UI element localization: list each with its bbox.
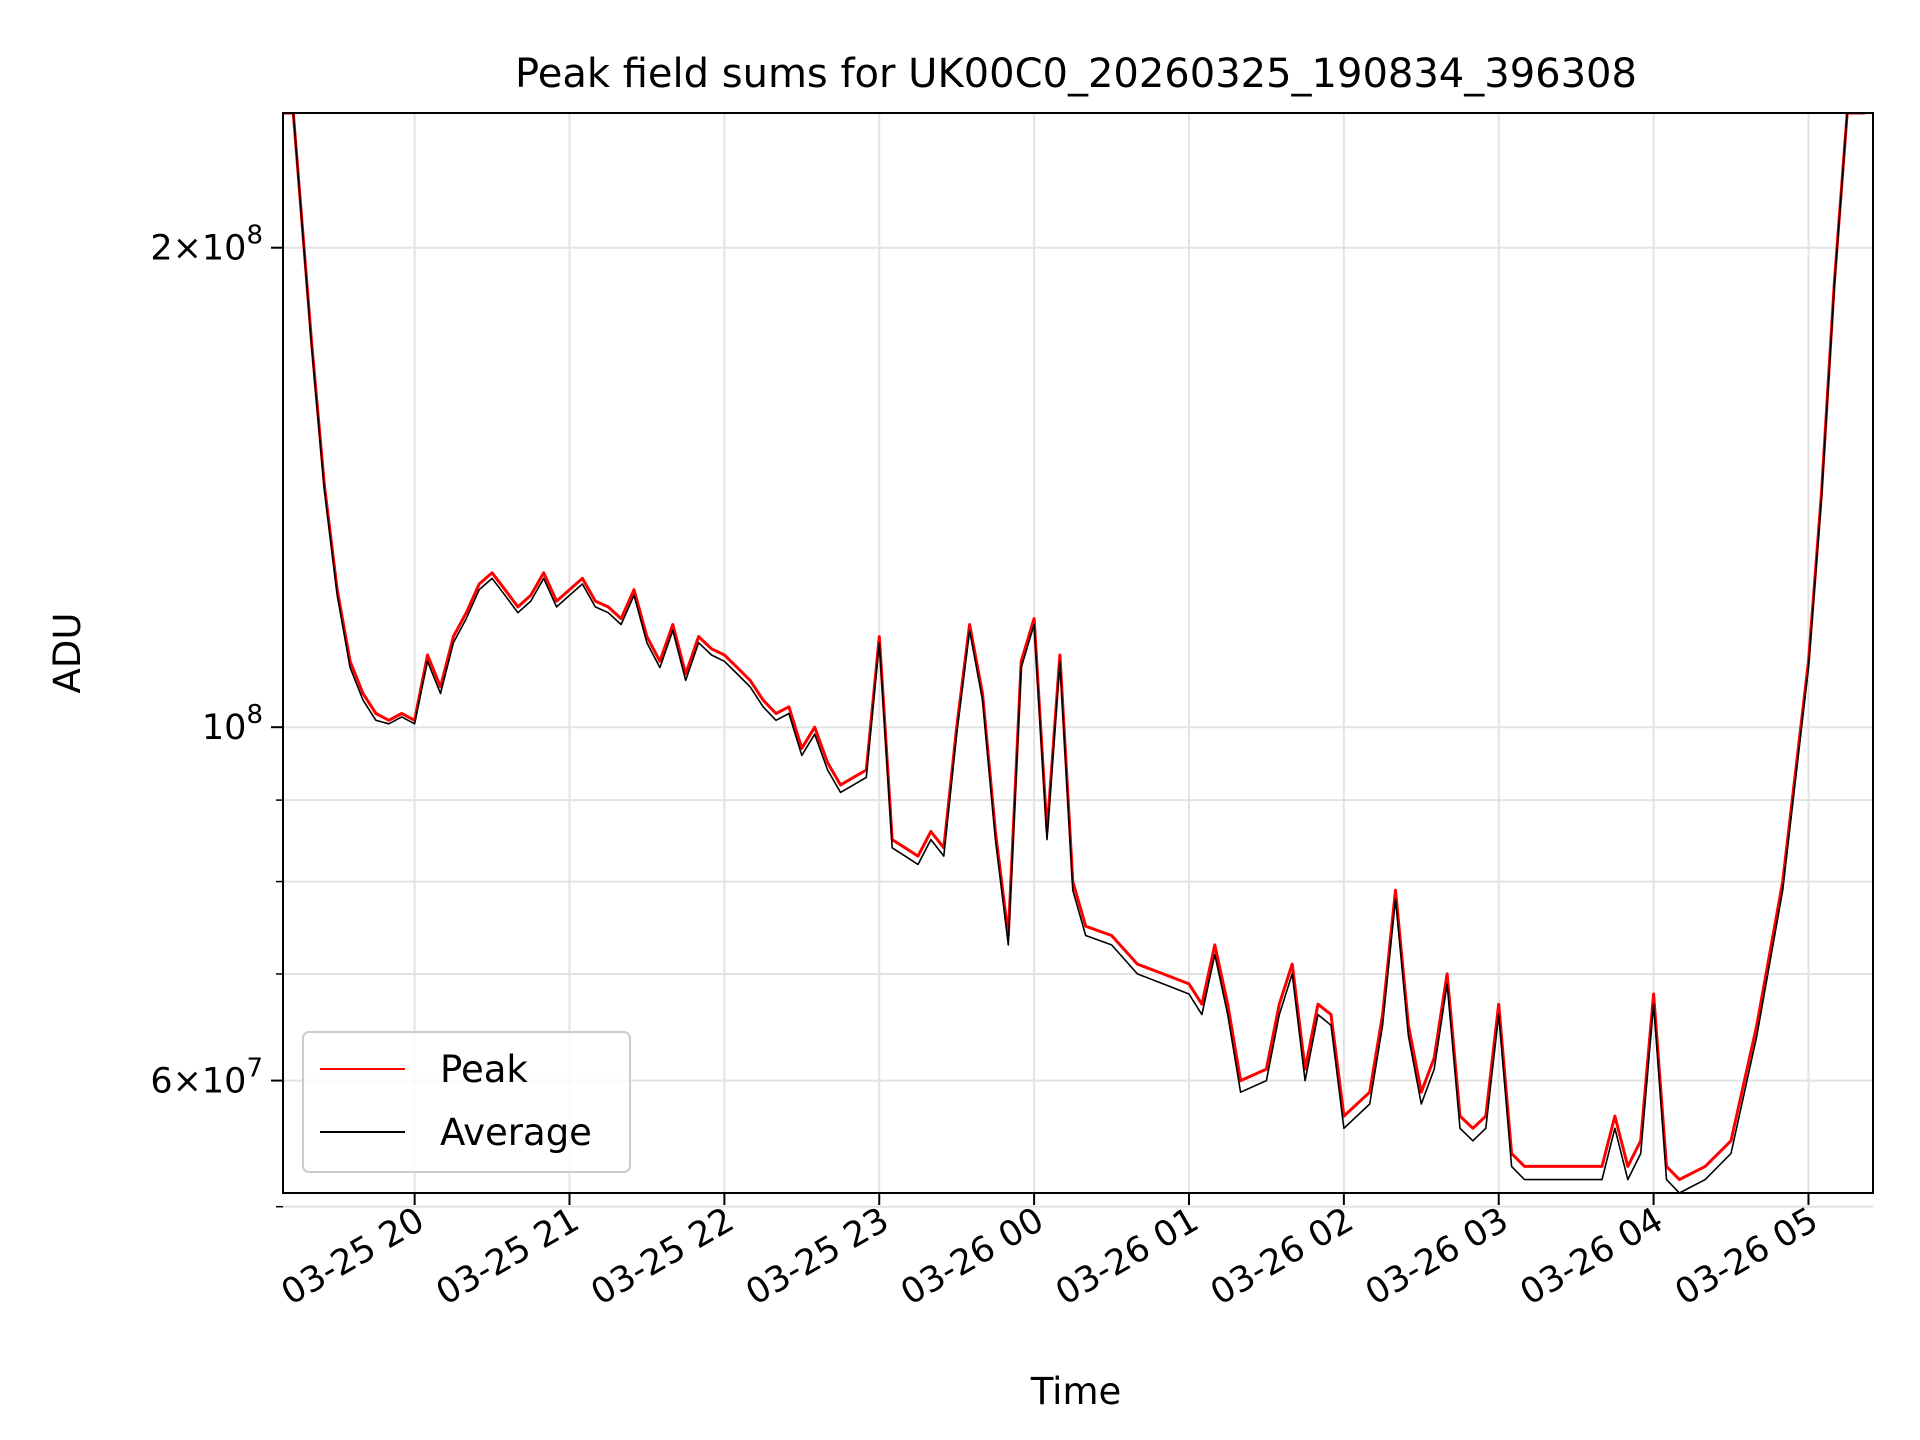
chart-title: Peak field sums for UK00C0_20260325_1908… — [515, 51, 1637, 97]
legend-label: Average — [440, 1111, 592, 1154]
y-axis: 6×107 108 2×108 — [150, 221, 283, 1208]
series-layer — [283, 113, 1866, 1193]
legend-box — [302, 1031, 631, 1173]
x-axis-label: Time — [1030, 1370, 1122, 1413]
legend-label: Peak — [440, 1048, 528, 1091]
y-tick-label: 2×108 — [150, 221, 263, 269]
legend: Peak Average — [302, 1031, 631, 1173]
series-line-average — [283, 113, 1866, 1193]
y-tick-label: 6×107 — [150, 1054, 263, 1102]
y-tick-label: 108 — [202, 700, 263, 748]
y-axis-label: ADU — [46, 613, 89, 694]
plot-frame — [282, 112, 1874, 1194]
